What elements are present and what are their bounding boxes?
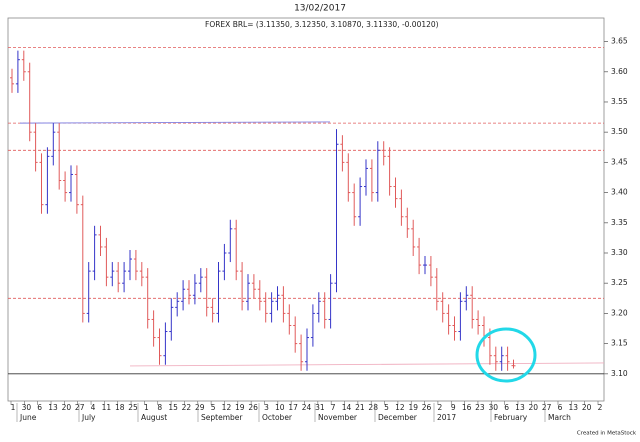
y-tick-label: 3.20 <box>611 308 628 317</box>
x-tick-label: 12 <box>222 403 232 412</box>
x-tick-label: 1 <box>144 403 149 412</box>
month-label: 2017 <box>437 413 456 422</box>
y-tick-label: 3.45 <box>611 157 628 166</box>
y-tick-label: 3.65 <box>611 37 628 46</box>
x-tick-label: 23 <box>475 403 485 412</box>
x-tick-label: 26 <box>422 403 432 412</box>
x-tick-label: 26 <box>248 403 258 412</box>
trendline <box>19 121 331 124</box>
x-tick-label: 6 <box>558 403 563 412</box>
x-tick-label: 15 <box>168 403 178 412</box>
x-tick-label: 20 <box>529 403 539 412</box>
x-tick-label: 31 <box>315 403 325 412</box>
plot-frame <box>7 17 605 402</box>
x-tick-label: 24 <box>302 403 312 412</box>
chart-subtitle: FOREX BRL= (3.11350, 3.12350, 3.10870, 3… <box>205 20 439 29</box>
y-tick-label: 3.10 <box>611 369 628 378</box>
x-tick-label: 2 <box>438 403 443 412</box>
x-tick-label: 9 <box>451 403 456 412</box>
x-tick-label: 19 <box>235 403 245 412</box>
x-tick-label: 3 <box>264 403 269 412</box>
x-tick-label: 6 <box>37 403 42 412</box>
y-tick-label: 3.35 <box>611 218 628 227</box>
x-tick-label: 10 <box>275 403 285 412</box>
trendline <box>129 362 605 367</box>
x-tick-label: 20 <box>62 403 72 412</box>
x-tick-label: 4 <box>91 403 96 412</box>
month-label: August <box>141 413 167 422</box>
x-tick-label: 19 <box>408 403 418 412</box>
x-tick-label: 18 <box>115 403 125 412</box>
x-tick-label: 30 <box>22 403 32 412</box>
x-tick-label: 8 <box>157 403 162 412</box>
x-tick-label: 13 <box>569 403 579 412</box>
month-label: March <box>548 413 571 422</box>
x-tick-label: 20 <box>582 403 592 412</box>
x-tick-label: 13 <box>48 403 58 412</box>
x-tick-label: 5 <box>384 403 389 412</box>
x-tick-label: 21 <box>355 403 365 412</box>
month-label: October <box>262 413 293 422</box>
y-tick-label: 3.40 <box>611 188 628 197</box>
x-tick-label: 28 <box>368 403 378 412</box>
x-tick-label: 11 <box>102 403 112 412</box>
credit: Created in MetaStock <box>577 431 637 437</box>
x-tick-label: 29 <box>195 403 205 412</box>
month-label: July <box>81 413 96 422</box>
highlight-circle <box>475 327 537 383</box>
month-label: September <box>201 413 243 422</box>
x-tick-label: 7 <box>331 403 336 412</box>
month-label: February <box>494 413 528 422</box>
x-tick-label: 14 <box>342 403 352 412</box>
x-tick-label: 27 <box>75 403 85 412</box>
x-tick-label: 12 <box>395 403 405 412</box>
x-tick-label: 27 <box>542 403 552 412</box>
month-label: November <box>318 413 358 422</box>
x-tick-label: 1 <box>11 403 16 412</box>
x-tick-label: 22 <box>182 403 192 412</box>
x-tick-label: 5 <box>211 403 216 412</box>
x-tick-label: 17 <box>288 403 298 412</box>
y-tick-label: 3.55 <box>611 97 628 106</box>
y-tick-label: 3.25 <box>611 278 628 287</box>
x-tick-label: 13 <box>515 403 525 412</box>
x-tick-label: 6 <box>504 403 509 412</box>
y-tick-label: 3.30 <box>611 248 628 257</box>
x-tick-label: 25 <box>128 403 138 412</box>
y-tick-label: 3.60 <box>611 67 628 76</box>
x-tick-label: 30 <box>488 403 498 412</box>
y-tick-label: 3.50 <box>611 127 628 136</box>
chart-title: 13/02/2017 <box>294 4 346 14</box>
x-tick-label: 16 <box>462 403 472 412</box>
month-label: December <box>378 413 418 422</box>
y-tick-label: 3.15 <box>611 339 628 348</box>
x-tick-label: 2 <box>598 403 603 412</box>
month-label: June <box>19 413 37 422</box>
